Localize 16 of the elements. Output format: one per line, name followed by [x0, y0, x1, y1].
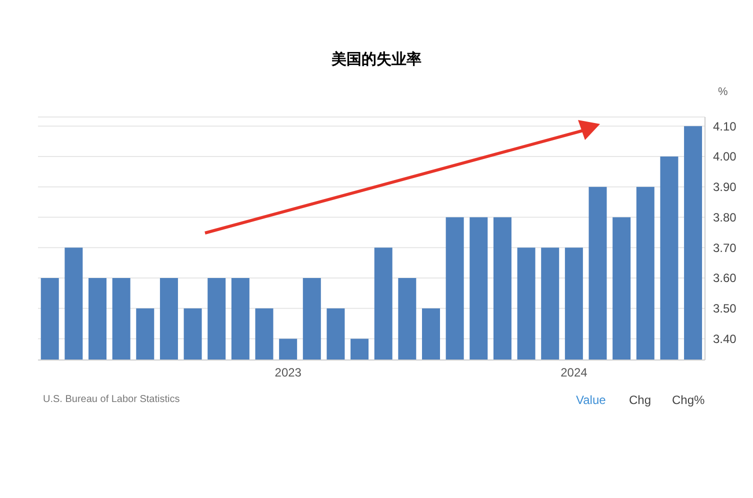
text: Value — [576, 393, 606, 407]
text: Chg — [629, 393, 652, 407]
x-tick-label: 2024 — [560, 366, 588, 380]
y-tick-label: 3.70 — [713, 240, 737, 255]
x-tick-label: 2023 — [274, 366, 302, 380]
y-tick-label: 3.90 — [713, 180, 737, 194]
y-tick-label: 3.50 — [713, 302, 737, 316]
text: Chg% — [672, 393, 705, 407]
y-tick-label: 4.10 — [713, 119, 737, 134]
y-tick-label: 3.60 — [713, 271, 737, 286]
y-axis-title: % — [718, 86, 728, 98]
y-tick-label: 3.80 — [713, 210, 737, 224]
y-tick-label: 4.00 — [713, 150, 737, 164]
y-tick-label: 3.40 — [713, 332, 737, 346]
chart-title: 美国的失业率 — [330, 50, 422, 69]
text: U.S. Bureau of Labor Statistics — [43, 394, 180, 405]
